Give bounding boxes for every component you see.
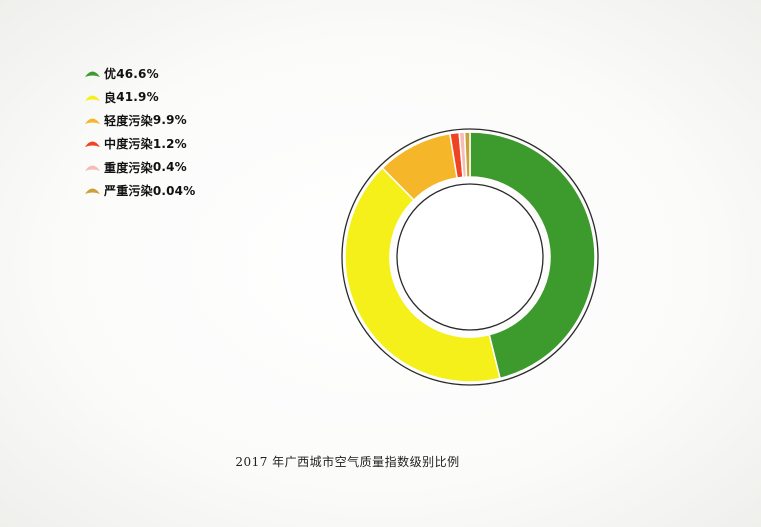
legend-item-severe-pollution: 严重污染 0.04%	[84, 179, 195, 202]
legend-swatch-severe-pollution	[84, 185, 101, 196]
legend-swatch-excellent	[84, 68, 101, 79]
legend-swatch-heavy-pollution	[84, 162, 101, 173]
legend-label-heavy-pollution: 重度污染	[104, 160, 153, 175]
legend-value-good: 41.9%	[116, 90, 159, 105]
legend-label-moderate-pollution: 中度污染	[104, 137, 153, 152]
legend-label-severe-pollution: 严重污染	[104, 184, 153, 199]
chart-caption: 2017 年广西城市空气质量指数级别比例	[0, 453, 761, 470]
legend-item-moderate-pollution: 中度污染 1.2%	[84, 132, 195, 155]
legend-value-severe-pollution: 0.04%	[152, 183, 196, 198]
legend-label-good: 良	[104, 90, 117, 105]
legend-value-light-pollution: 9.9%	[152, 113, 187, 128]
legend-item-light-pollution: 轻度污染 9.9%	[84, 109, 195, 132]
inner-border-ring	[396, 183, 544, 331]
legend-value-excellent: 46.6%	[116, 66, 159, 81]
legend-swatch-moderate-pollution	[84, 138, 101, 149]
chart-legend: 优 46.6% 良 41.9% 轻度污染 9.9% 中度污染 1.2% 重度污染 0.4%	[84, 62, 195, 202]
legend-item-excellent: 优 46.6%	[84, 62, 195, 85]
legend-label-excellent: 优	[104, 67, 117, 82]
legend-value-heavy-pollution: 0.4%	[152, 160, 187, 175]
legend-item-good: 良 41.9%	[84, 85, 195, 108]
legend-swatch-light-pollution	[84, 115, 101, 126]
legend-label-light-pollution: 轻度污染	[104, 113, 153, 128]
legend-value-moderate-pollution: 1.2%	[152, 136, 187, 151]
legend-swatch-good	[84, 92, 101, 103]
outer-border-ring	[341, 128, 599, 386]
donut-slices	[344, 131, 596, 383]
legend-item-heavy-pollution: 重度污染 0.4%	[84, 156, 195, 179]
donut-slice-excellent	[469, 131, 596, 380]
donut-slice-good	[344, 166, 501, 383]
donut-slice-severe-pollution	[463, 131, 471, 178]
chart-title: 2017 年广西城市空气质量指数级别比例	[235, 455, 460, 469]
